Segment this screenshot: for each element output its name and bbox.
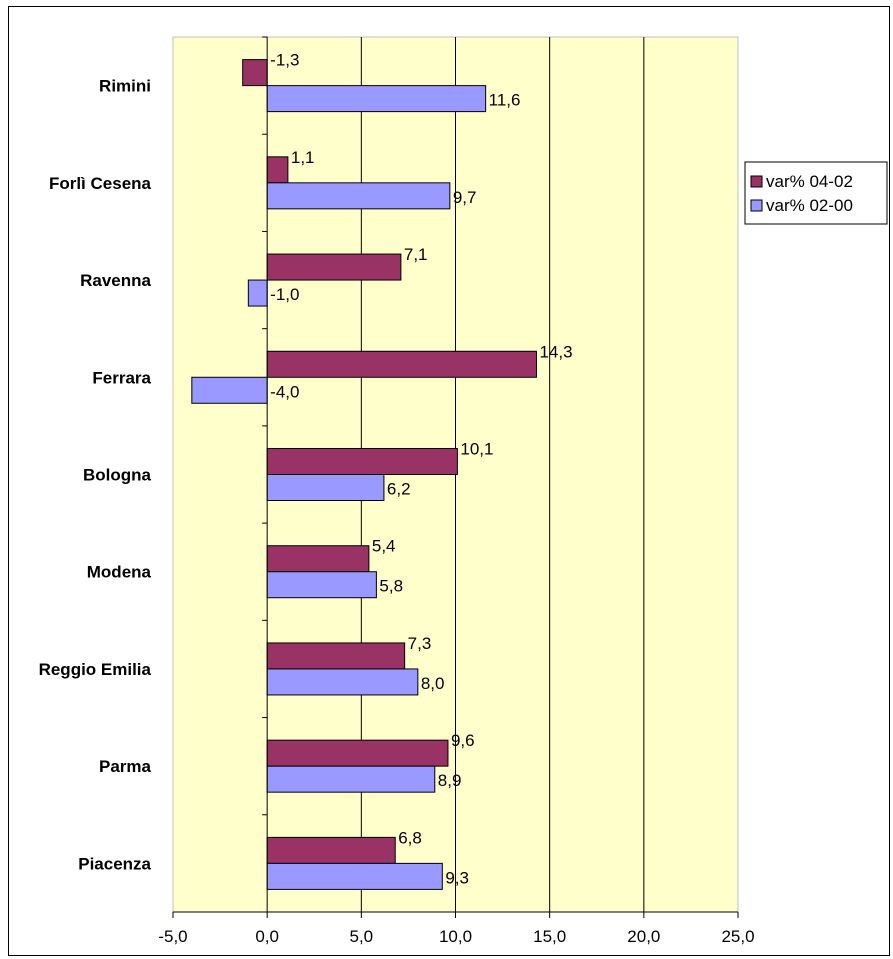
- x-tick-label: -5,0: [158, 927, 187, 946]
- bar-var-04-02: [266, 156, 289, 184]
- category-label: Modena: [87, 563, 152, 582]
- data-label: 8,9: [438, 771, 462, 790]
- category-label: Reggio Emilia: [39, 660, 152, 679]
- x-tick-label: 25,0: [721, 927, 754, 946]
- data-label: 6,8: [398, 828, 422, 847]
- legend-label: var% 02-00: [766, 196, 853, 215]
- bar-var-04-02: [266, 642, 406, 670]
- bar-var-02-00: [266, 571, 377, 599]
- x-tick-label: 5,0: [350, 927, 374, 946]
- category-label: Bologna: [83, 466, 152, 485]
- x-tick-label: 15,0: [533, 927, 566, 946]
- x-tick-label: 10,0: [439, 927, 472, 946]
- data-label: 8,0: [421, 674, 445, 693]
- data-label: 1,1: [291, 148, 315, 167]
- legend-swatch: [750, 199, 763, 212]
- data-label: 9,3: [445, 868, 469, 887]
- bar-var-02-00: [266, 668, 419, 696]
- data-label: -1,3: [270, 51, 299, 70]
- bar-var-02-00: [266, 182, 451, 210]
- data-label: 5,4: [372, 537, 396, 556]
- bar-var-02-00: [266, 862, 443, 890]
- data-label: 5,8: [379, 577, 403, 596]
- data-label: 7,1: [404, 245, 428, 264]
- data-label: 7,3: [408, 634, 432, 653]
- data-label: 6,2: [387, 480, 411, 499]
- bar-var-02-00: [266, 765, 436, 793]
- x-tick-label: 0,0: [255, 927, 279, 946]
- labels: -5,0 0,0 5,0 10,0 15,0 20,0 25,0 Piacenza 6,8 9,3…: [39, 51, 755, 946]
- data-label: 9,7: [453, 188, 477, 207]
- bar-var-02-00: [191, 376, 268, 404]
- bar-var-02-00: [247, 279, 268, 307]
- legend-box: [744, 161, 888, 225]
- data-label: -1,0: [270, 285, 299, 304]
- axes: [172, 36, 739, 918]
- data-label: 9,6: [451, 731, 475, 750]
- category-label: Forlì Cesena: [49, 174, 152, 193]
- data-label: 10,1: [460, 440, 493, 459]
- chart-frame: -5,0 0,0 5,0 10,0 15,0 20,0 25,0 Piacenza 6,8 9,3…: [8, 6, 890, 956]
- bars: [191, 59, 537, 890]
- bar-var-04-02: [242, 59, 268, 87]
- category-label: Piacenza: [78, 854, 151, 873]
- category-label: Parma: [99, 757, 152, 776]
- bar-chart: -5,0 0,0 5,0 10,0 15,0 20,0 25,0 Piacenza 6,8 9,3…: [39, 36, 888, 946]
- data-label: 14,3: [539, 342, 572, 361]
- bar-var-04-02: [266, 253, 402, 281]
- x-tick-label: 20,0: [627, 927, 660, 946]
- category-label: Ferrara: [92, 368, 151, 387]
- bar-var-02-00: [266, 474, 385, 501]
- bar-var-04-02: [266, 836, 396, 864]
- legend: var% 04-02 var% 02-00: [744, 161, 888, 225]
- data-label: 11,6: [489, 91, 521, 110]
- bar-var-04-02: [266, 545, 370, 573]
- legend-swatch: [750, 175, 763, 188]
- category-label: Rimini: [99, 77, 151, 96]
- data-label: -4,0: [270, 382, 299, 401]
- bar-var-04-02: [266, 739, 449, 767]
- bar-var-02-00: [266, 85, 487, 113]
- bar-var-04-02: [266, 448, 458, 475]
- bar-var-04-02: [266, 350, 537, 378]
- category-label: Ravenna: [80, 271, 151, 290]
- legend-label: var% 04-02: [766, 172, 853, 191]
